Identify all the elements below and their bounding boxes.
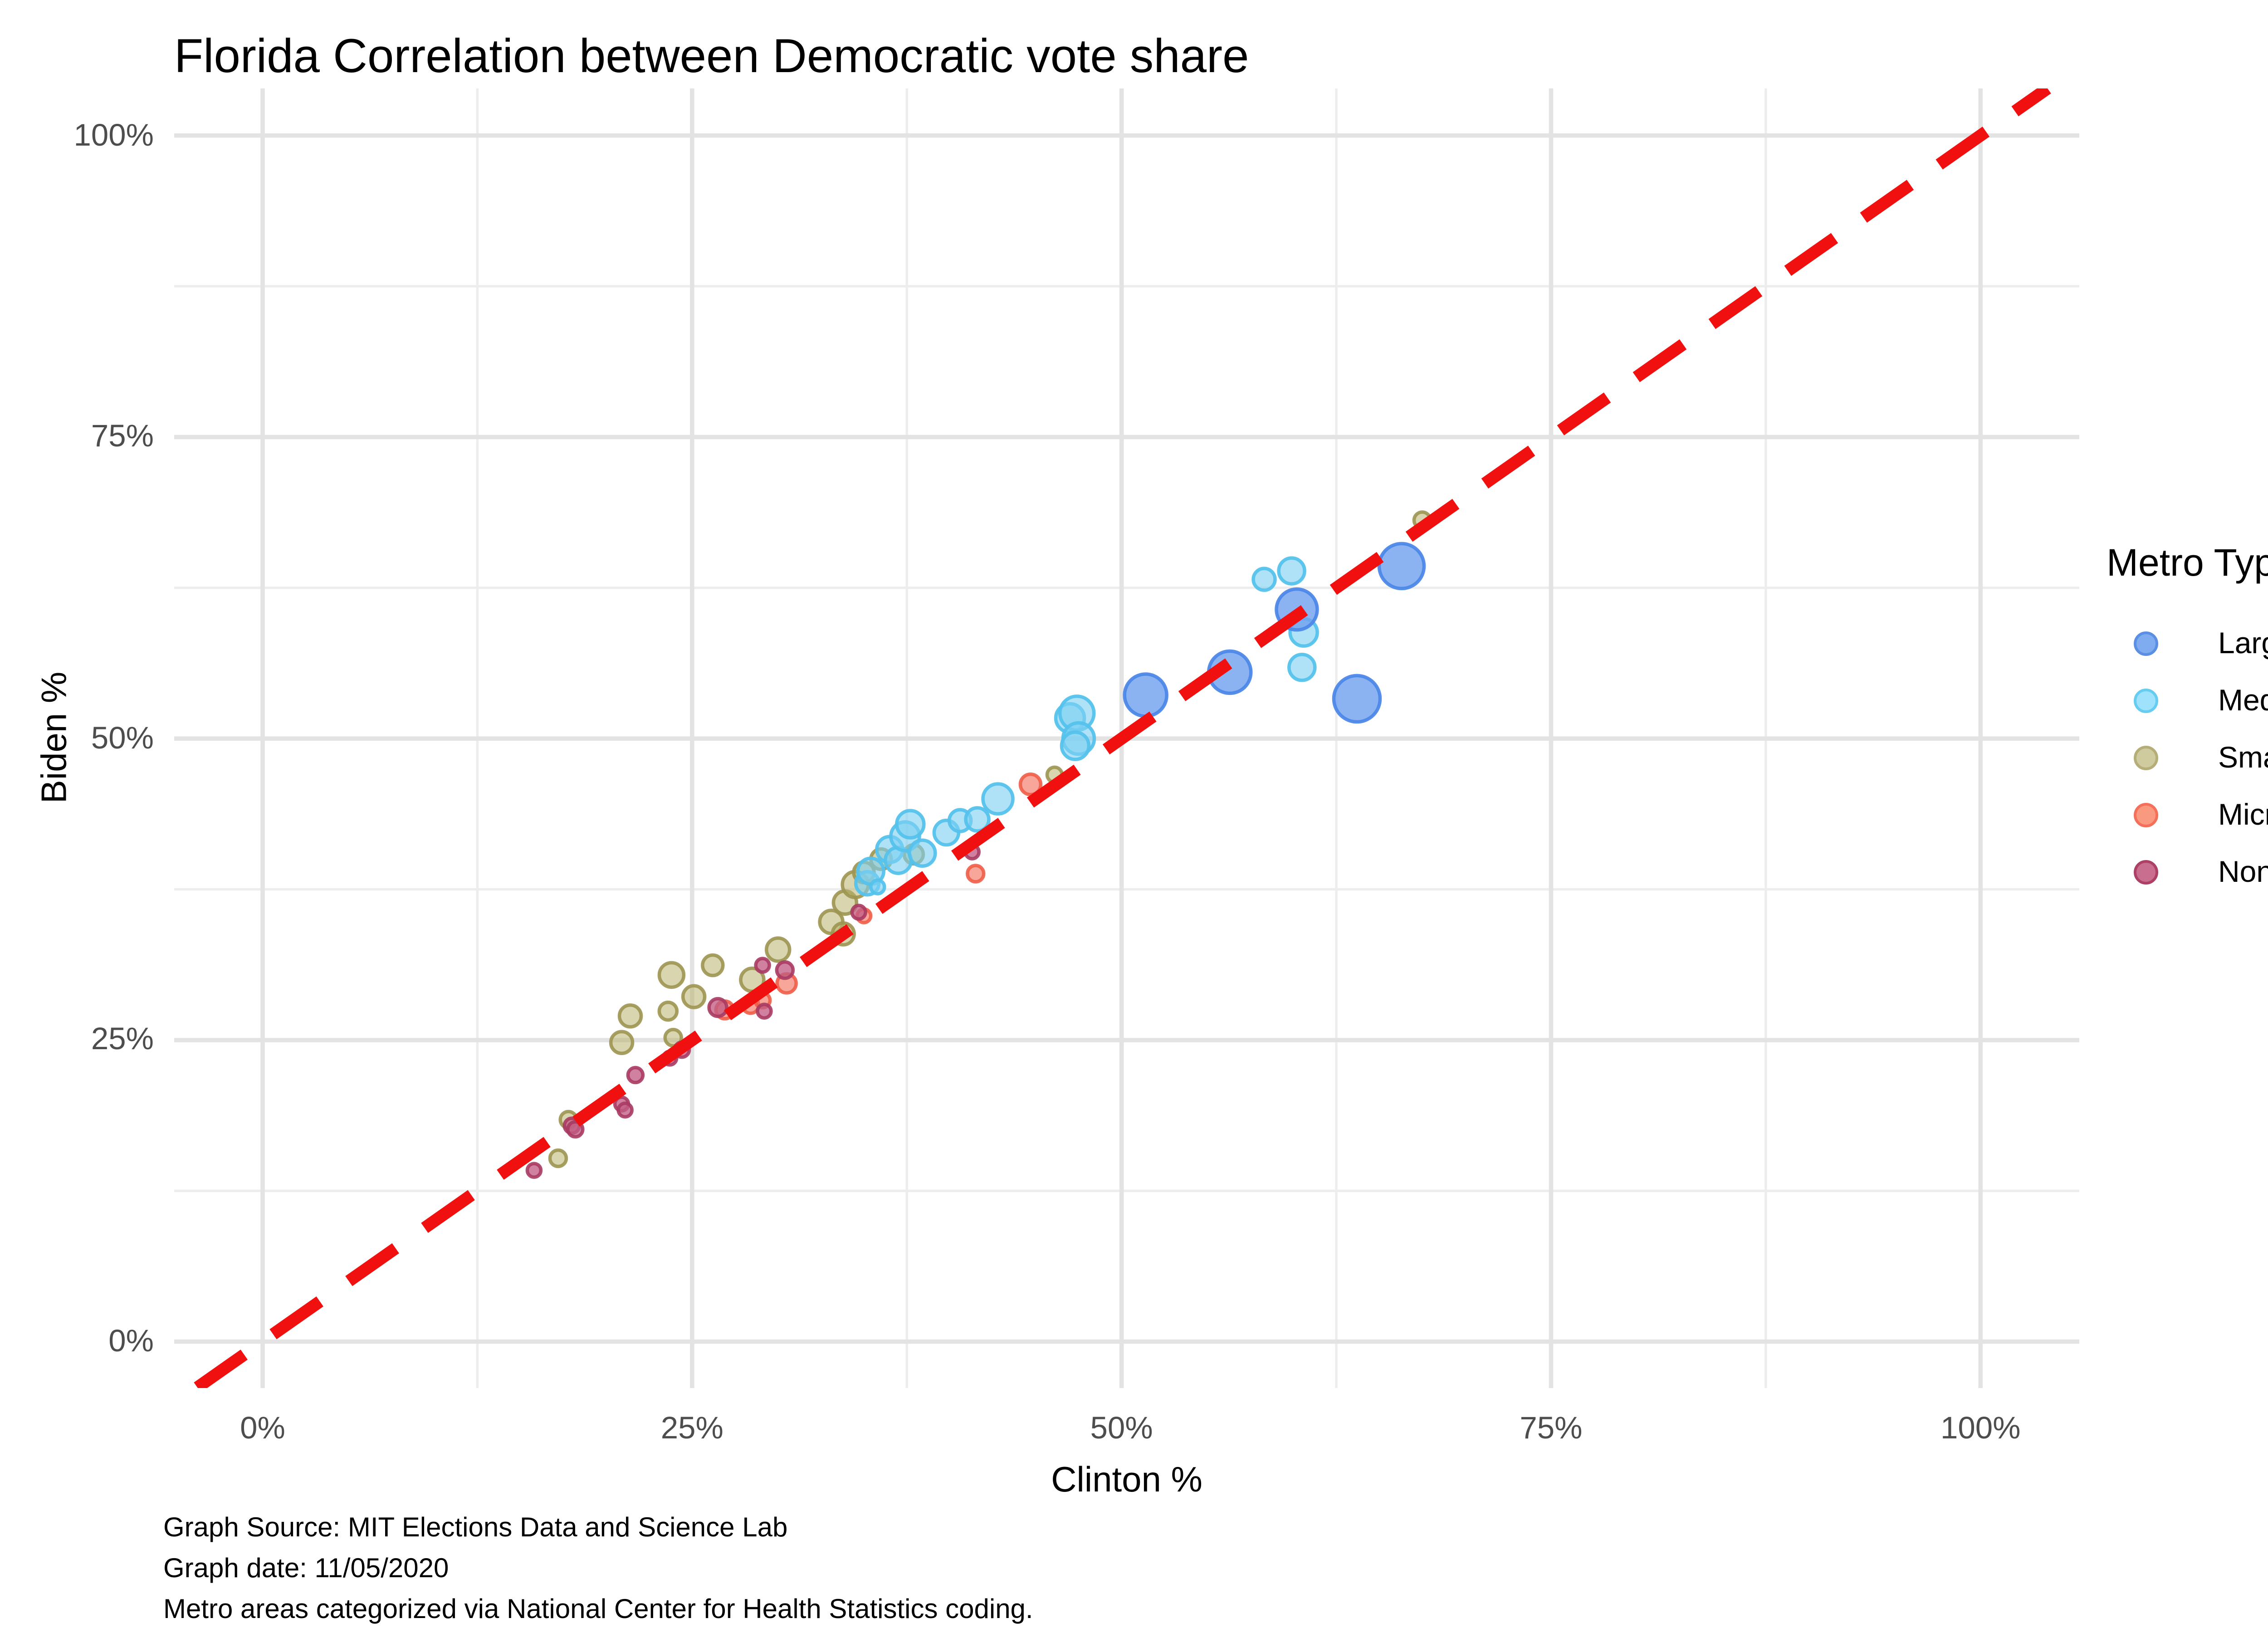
- caption-line-source: Graph Source: MIT Elections Data and Sci…: [163, 1513, 788, 1543]
- identity-dashed-line: [194, 88, 2051, 1388]
- scatter-point: [981, 782, 1015, 816]
- scatter-point: [1018, 772, 1043, 797]
- scatter-point: [869, 878, 886, 895]
- x-tick-label: 25%: [660, 1410, 723, 1445]
- scatter-point: [616, 1101, 634, 1119]
- y-tick-label: 25%: [91, 1021, 154, 1056]
- legend-item-label: Micro: [2218, 797, 2268, 831]
- caption: Graph Source: MIT Elections Data and Sci…: [163, 1508, 1033, 1630]
- legend-item: Medium Metro: [2107, 672, 2268, 729]
- legend-item-label: Large Metro: [2218, 626, 2268, 660]
- scatter-point: [548, 1148, 568, 1169]
- y-axis-title: Biden %: [33, 671, 74, 804]
- scatter-point: [617, 1003, 643, 1029]
- legend-title: Metro Type: [2107, 542, 2268, 584]
- scatter-point: [657, 961, 686, 989]
- legend-swatch-icon: [2134, 803, 2158, 827]
- y-tick-label: 0%: [108, 1322, 154, 1358]
- scatter-point: [681, 984, 707, 1009]
- scatter-point: [525, 1162, 543, 1179]
- scatter-point: [1332, 674, 1382, 724]
- scatter-point: [707, 997, 728, 1018]
- x-tick-label: 50%: [1090, 1410, 1153, 1445]
- scatter-plot-area: [174, 88, 2079, 1388]
- legend-item: Micro: [2107, 787, 2268, 844]
- legend: Metro Type Large Metro Medium Metro Small …: [2107, 542, 2268, 901]
- scatter-point: [701, 953, 725, 978]
- x-tick-label: 75%: [1520, 1410, 1583, 1445]
- legend-swatch-icon: [2134, 860, 2158, 885]
- legend-item-label: Medium Metro: [2218, 683, 2268, 717]
- legend-item-label: Noncore: [2218, 855, 2268, 889]
- legend-item: Small Metro: [2107, 729, 2268, 787]
- legend-item: Large Metro: [2107, 615, 2268, 672]
- y-tick-label: 100%: [73, 116, 154, 152]
- scatter-point: [657, 1000, 679, 1022]
- x-tick-label: 0%: [240, 1410, 285, 1445]
- legend-items: Large Metro Medium Metro Small Metro Micro N…: [2107, 615, 2268, 901]
- x-axis-title: Clinton %: [1051, 1459, 1202, 1500]
- scatter-point: [775, 960, 795, 980]
- y-tick-label: 50%: [91, 719, 154, 755]
- scatter-point: [964, 806, 991, 833]
- scatter-point: [850, 904, 867, 921]
- scatter-point: [1277, 556, 1306, 586]
- caption-line-method: Metro areas categorized via National Cen…: [163, 1595, 1033, 1625]
- x-tick-label: 100%: [1940, 1410, 2021, 1445]
- plot-panel: [174, 88, 2079, 1388]
- scatter-point: [1251, 567, 1277, 592]
- scatter-point: [764, 936, 792, 963]
- scatter-point: [895, 809, 926, 840]
- y-tick-label: 75%: [91, 418, 154, 454]
- scatter-point: [1377, 542, 1426, 591]
- legend-item: Noncore: [2107, 844, 2268, 901]
- legend-item-label: Small Metro: [2218, 740, 2268, 774]
- scatter-point: [1060, 730, 1091, 761]
- scatter-point: [626, 1066, 645, 1085]
- chart-title: Florida Correlation between Democratic v…: [174, 30, 1249, 83]
- scatter-point: [1287, 653, 1317, 682]
- legend-swatch-icon: [2134, 689, 2158, 713]
- scatter-point: [609, 1030, 635, 1055]
- scatter-point: [754, 957, 771, 974]
- scatter-point: [1123, 672, 1168, 718]
- scatter-point: [965, 864, 986, 884]
- caption-line-date: Graph date: 11/05/2020: [163, 1554, 449, 1584]
- legend-swatch-icon: [2134, 631, 2158, 656]
- legend-swatch-icon: [2134, 746, 2158, 770]
- scatter-point: [756, 1002, 773, 1020]
- scatter-point: [908, 838, 937, 868]
